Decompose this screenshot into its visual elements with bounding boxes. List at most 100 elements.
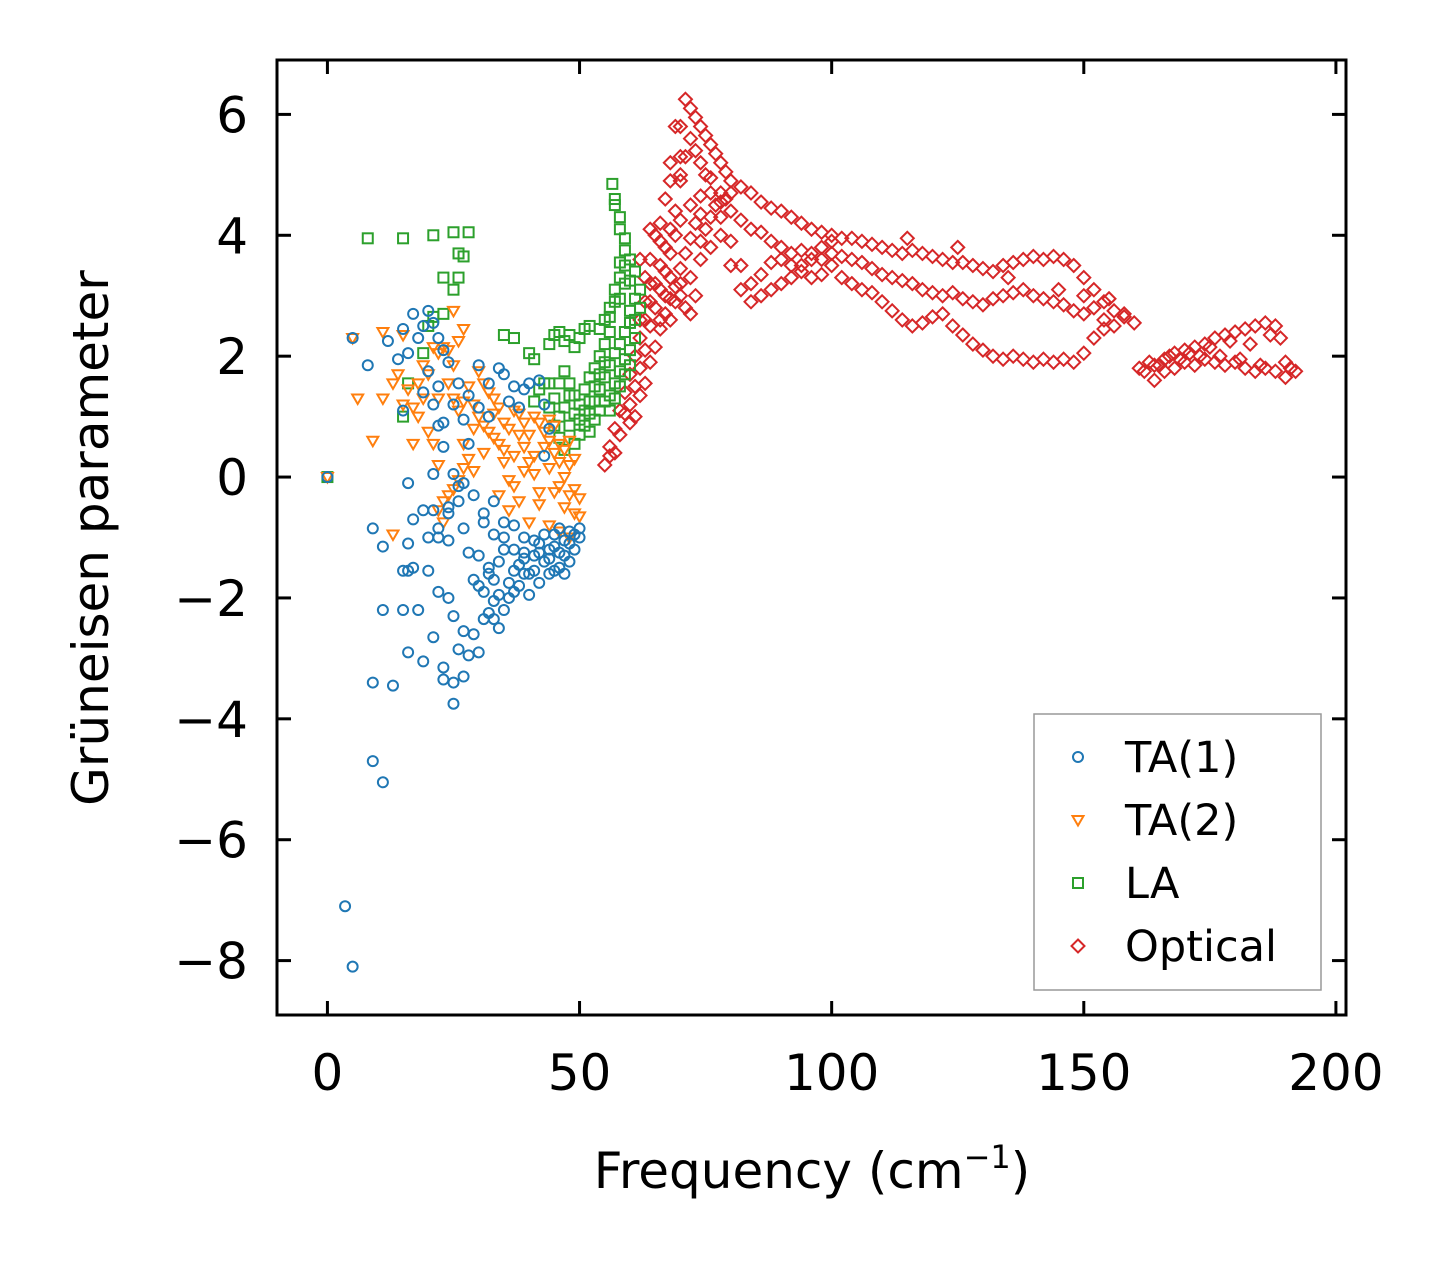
data-point bbox=[914, 315, 931, 331]
data-point bbox=[526, 450, 542, 464]
data-point bbox=[511, 496, 527, 509]
data-point bbox=[854, 254, 870, 271]
data-point bbox=[386, 679, 399, 692]
data-point bbox=[934, 251, 951, 268]
data-point bbox=[481, 426, 497, 440]
data-point bbox=[548, 540, 561, 553]
data-point bbox=[712, 227, 729, 244]
data-point bbox=[608, 347, 621, 360]
data-point bbox=[461, 453, 476, 467]
data-point bbox=[629, 313, 642, 326]
data-point bbox=[692, 206, 709, 223]
legend-label: TA(2) bbox=[1124, 796, 1238, 846]
data-point bbox=[964, 336, 981, 352]
x-tick-label: 50 bbox=[548, 1044, 612, 1102]
data-point bbox=[722, 185, 739, 201]
legend-label: LA bbox=[1125, 859, 1180, 909]
data-point bbox=[1075, 269, 1092, 286]
data-point bbox=[437, 271, 450, 284]
data-point bbox=[1171, 351, 1188, 368]
data-point bbox=[613, 223, 626, 236]
data-point bbox=[432, 332, 445, 345]
data-point bbox=[773, 275, 790, 292]
data-point bbox=[864, 284, 880, 301]
data-point bbox=[924, 248, 941, 265]
data-point bbox=[562, 435, 577, 449]
data-point bbox=[542, 462, 557, 476]
data-point bbox=[462, 226, 475, 239]
data-point bbox=[637, 375, 654, 392]
data-point bbox=[833, 230, 850, 247]
data-point bbox=[773, 239, 790, 256]
data-point bbox=[431, 505, 446, 518]
data-point bbox=[487, 495, 500, 508]
data-point bbox=[486, 432, 502, 446]
data-point bbox=[618, 325, 631, 338]
data-point bbox=[557, 444, 572, 458]
data-point bbox=[402, 477, 415, 490]
legend-label: TA(1) bbox=[1124, 733, 1238, 783]
data-point bbox=[944, 318, 961, 334]
data-point bbox=[456, 438, 471, 452]
data-point bbox=[447, 283, 460, 296]
data-point bbox=[588, 380, 601, 393]
data-point bbox=[793, 263, 810, 280]
data-point bbox=[562, 490, 577, 503]
data-point bbox=[501, 475, 517, 488]
data-point bbox=[1196, 351, 1213, 368]
data-point bbox=[568, 543, 581, 556]
data-point bbox=[985, 348, 1001, 365]
legend-marker bbox=[1070, 815, 1086, 828]
data-point bbox=[427, 229, 440, 242]
data-point bbox=[667, 118, 684, 135]
data-point bbox=[446, 305, 461, 319]
data-point bbox=[457, 522, 470, 535]
data-point bbox=[1151, 357, 1168, 374]
data-point bbox=[557, 472, 572, 485]
data-point bbox=[1181, 345, 1198, 362]
data-point bbox=[813, 266, 830, 283]
data-point bbox=[402, 377, 415, 390]
data-point bbox=[447, 226, 460, 239]
plot-frame bbox=[275, 58, 1348, 1017]
data-point bbox=[472, 401, 485, 414]
data-point bbox=[432, 522, 445, 535]
data-point bbox=[381, 335, 394, 348]
data-point bbox=[944, 254, 961, 271]
data-point bbox=[402, 347, 415, 360]
data-point bbox=[854, 281, 870, 298]
plot-area bbox=[320, 91, 1304, 973]
data-point bbox=[1065, 354, 1082, 371]
data-point bbox=[441, 378, 456, 391]
data-point bbox=[366, 522, 379, 535]
data-point bbox=[415, 393, 431, 406]
data-point bbox=[657, 287, 674, 304]
data-point bbox=[432, 419, 445, 432]
data-point bbox=[642, 275, 659, 292]
data-point bbox=[366, 755, 379, 768]
data-point bbox=[803, 245, 820, 262]
data-point bbox=[511, 408, 527, 422]
data-point bbox=[603, 404, 616, 417]
data-point bbox=[432, 585, 445, 598]
data-point bbox=[1075, 345, 1092, 362]
data-point bbox=[687, 287, 704, 304]
legend-marker bbox=[1072, 751, 1084, 763]
data-point bbox=[486, 393, 502, 406]
data-point bbox=[402, 537, 415, 550]
data-point bbox=[1101, 290, 1117, 307]
data-point bbox=[1282, 360, 1299, 377]
data-point bbox=[702, 239, 719, 256]
data-point bbox=[642, 354, 659, 371]
data-point bbox=[427, 398, 440, 411]
data-point bbox=[538, 449, 551, 462]
data-point bbox=[707, 197, 724, 213]
data-point bbox=[501, 505, 517, 518]
data-point bbox=[402, 646, 415, 659]
data-point bbox=[410, 411, 426, 425]
data-point bbox=[753, 194, 769, 210]
data-point bbox=[476, 378, 491, 391]
data-point bbox=[506, 481, 522, 494]
data-point bbox=[472, 359, 485, 372]
data-point bbox=[813, 251, 830, 268]
